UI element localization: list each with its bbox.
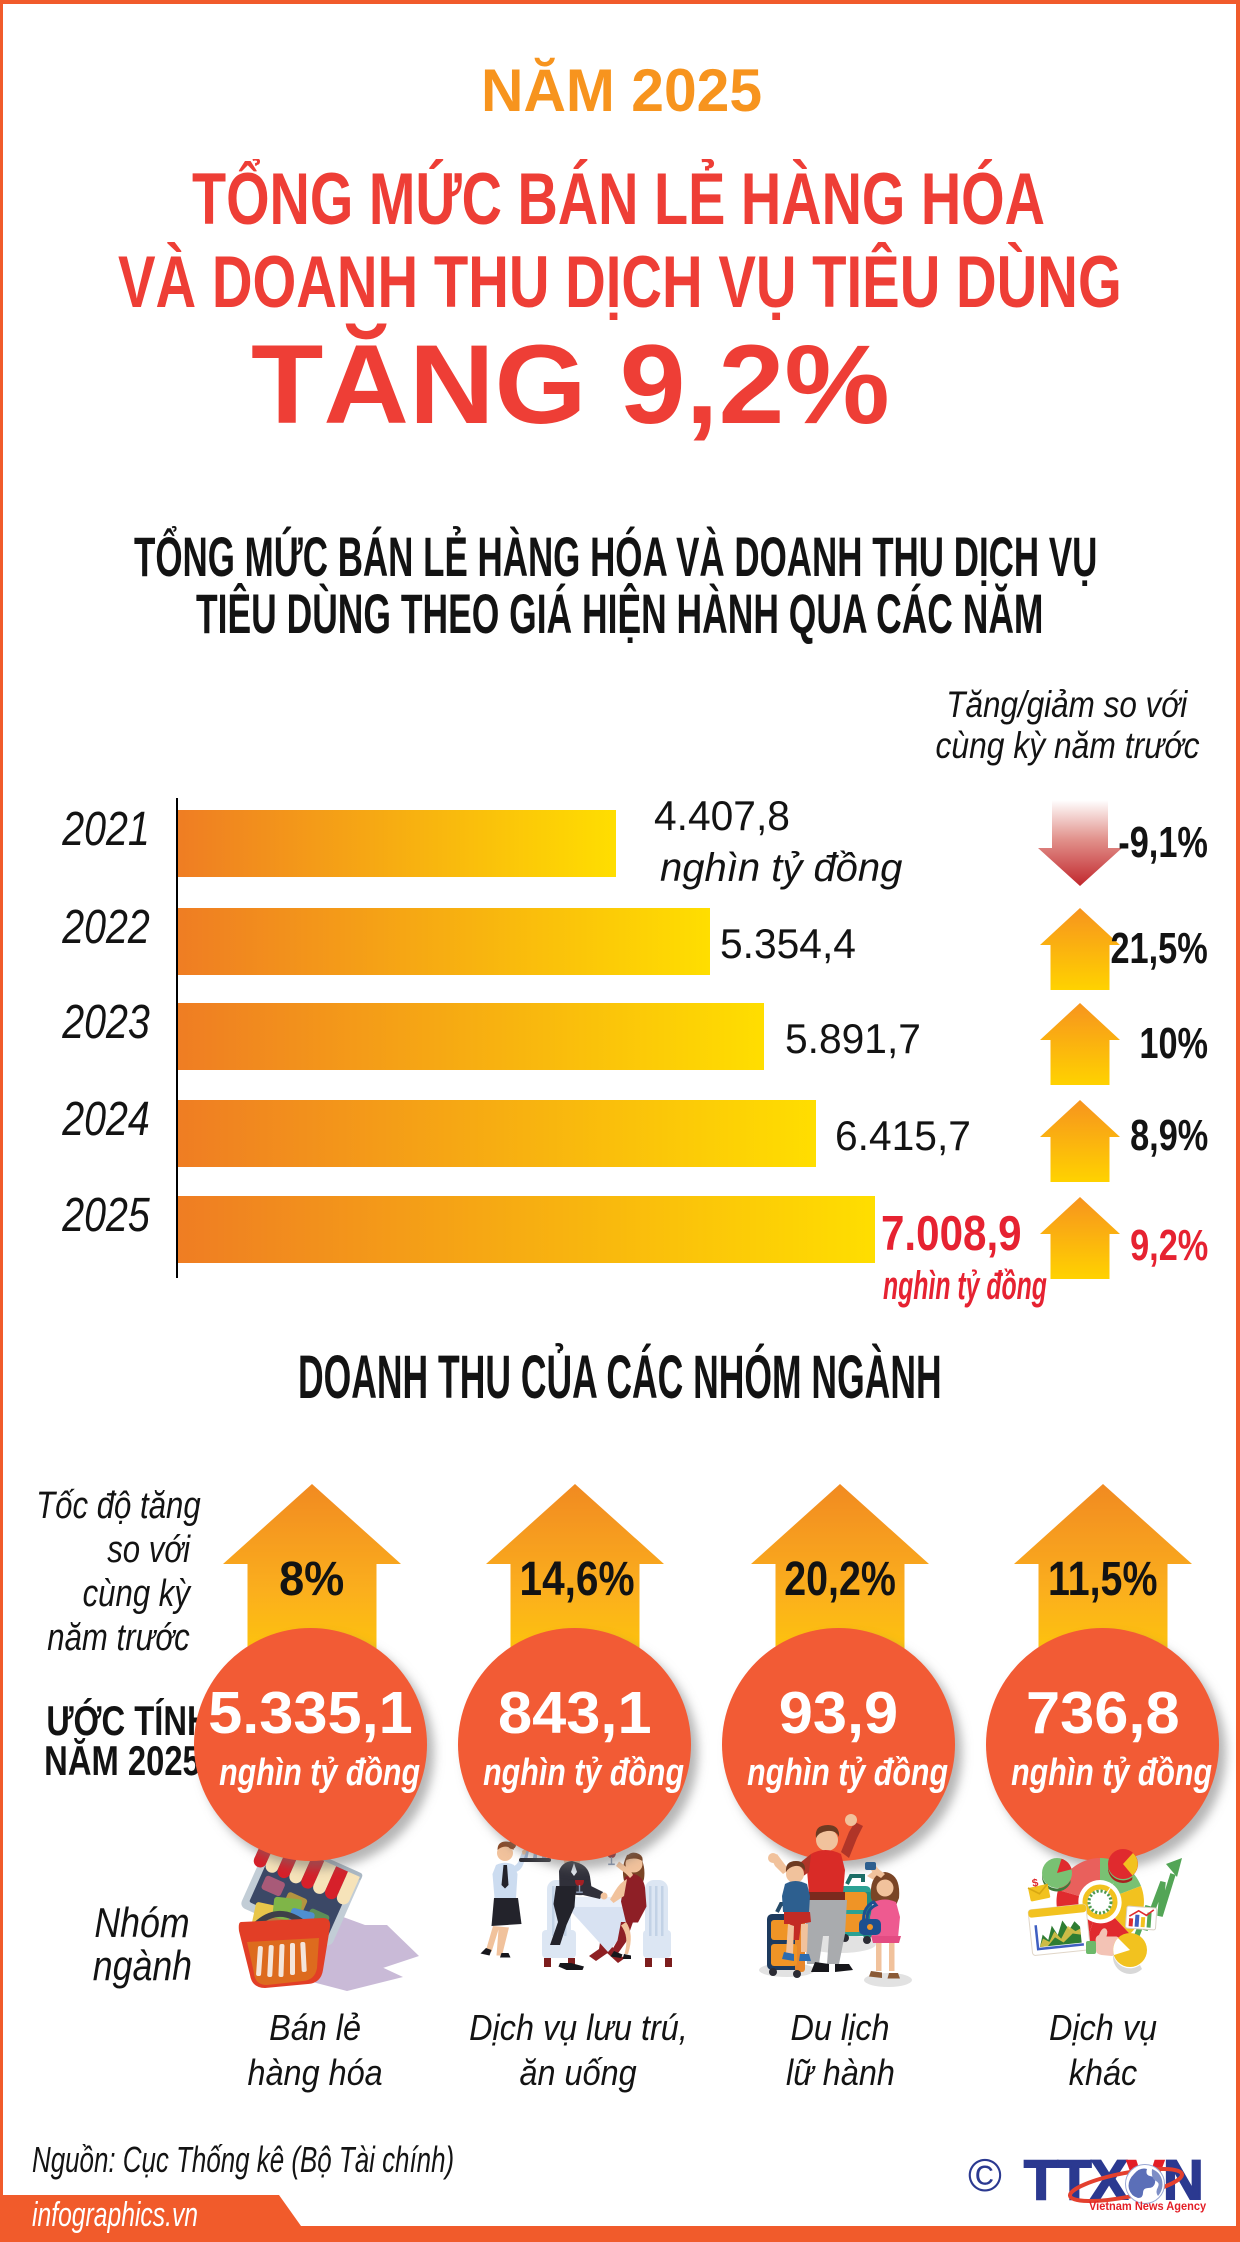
- svg-text:$: $: [1031, 1877, 1039, 1890]
